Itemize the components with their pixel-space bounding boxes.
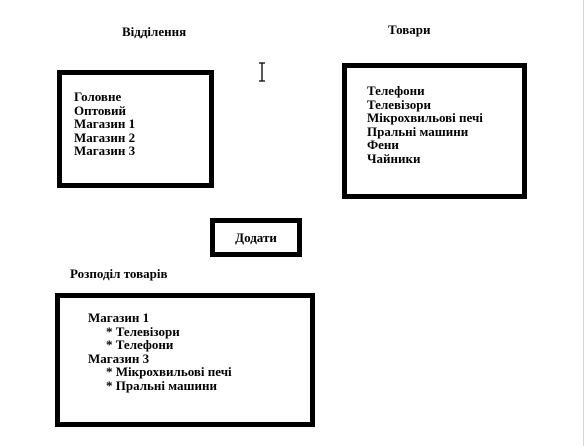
goods-item[interactable]: Телефони (367, 83, 425, 98)
distribution-line-item: * Пральні машини (106, 377, 217, 393)
goods-item[interactable]: Пральні машини (367, 123, 469, 139)
department-item[interactable]: Магазин 3 (74, 143, 136, 158)
distribution-line-item: * Телефони (106, 337, 174, 352)
department-item[interactable]: Оптовий (74, 102, 126, 118)
text-cursor-icon (259, 62, 265, 82)
departments-heading: Відділення (122, 24, 187, 39)
goods-item[interactable]: Чайники (367, 150, 421, 166)
distribution-line-store: Магазин 1 (88, 310, 150, 325)
goods-heading: Товари (388, 22, 431, 37)
distribution-line-item: * Телевізори (106, 323, 180, 339)
distribution-content: Магазин 1 * Телевізори * Телефони Магази… (88, 311, 232, 392)
goods-list: Телефони Телевізори Мікрохвильові печі П… (367, 84, 483, 165)
departments-listbox[interactable]: Головне Оптовий Магазин 1 Магазин 2 Мага… (57, 70, 214, 188)
departments-list: Головне Оптовий Магазин 1 Магазин 2 Мага… (74, 90, 135, 158)
distribution-heading: Розподіл товарів (70, 266, 168, 281)
goods-item[interactable]: Мікрохвильові печі (367, 110, 483, 125)
department-item[interactable]: Головне (74, 89, 122, 104)
add-button[interactable]: Додати (210, 218, 302, 257)
goods-item[interactable]: Телевізори (367, 96, 432, 112)
goods-item[interactable]: Фени (367, 137, 399, 152)
goods-listbox[interactable]: Телефони Телевізори Мікрохвильові печі П… (342, 63, 527, 199)
department-item[interactable]: Магазин 1 (74, 116, 136, 131)
distribution-line-store: Магазин 3 (88, 350, 150, 366)
distribution-line-item: * Мікрохвильові печі (106, 364, 232, 379)
department-item[interactable]: Магазин 2 (74, 129, 136, 145)
distribution-box: Магазин 1 * Телевізори * Телефони Магази… (55, 293, 315, 427)
